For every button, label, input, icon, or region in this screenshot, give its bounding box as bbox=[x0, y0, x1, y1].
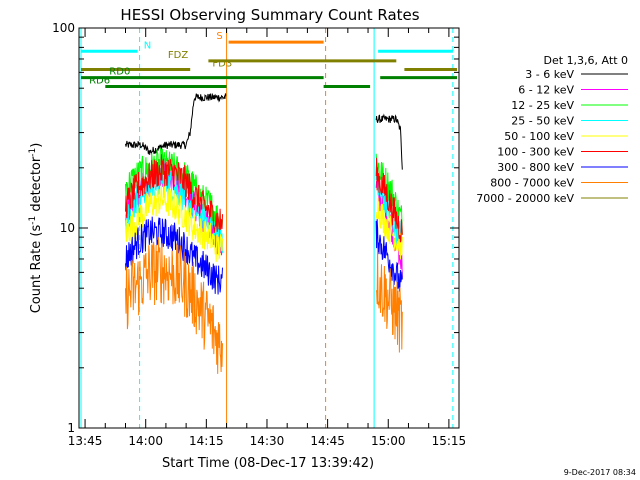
legend-label-3: 12 - 25 keV bbox=[511, 99, 574, 112]
flag-label-n: N bbox=[144, 40, 151, 51]
flag-label-rd0: RD0 bbox=[109, 67, 130, 78]
x-tick-label-5: 14:45 bbox=[310, 434, 345, 448]
series-line-6-part-2 bbox=[375, 157, 403, 243]
series-line-7-part-2 bbox=[375, 219, 403, 292]
y-axis-label-end: ) bbox=[29, 143, 44, 148]
y-axis-label-sup2: -1 bbox=[28, 148, 38, 157]
series-line-5-part-2 bbox=[375, 197, 403, 260]
axis-layer: 1 10 100 13:45 14:00 14:15 14:30 14:45 15:00 15:1… bbox=[52, 21, 466, 448]
legend-label-4: 25 - 50 keV bbox=[511, 115, 574, 128]
series-layer bbox=[125, 93, 403, 374]
flag-label-fd3: FD3 bbox=[212, 59, 232, 70]
legend: 3 - 6 keV 6 - 12 keV 12 - 25 keV 25 - 50 ke… bbox=[476, 68, 628, 205]
y-axis-label-mid: detector bbox=[29, 156, 44, 216]
legend-label-7: 300 - 800 keV bbox=[497, 161, 574, 174]
y-axis-label: Count Rate (s-1 detector-1) bbox=[28, 143, 44, 314]
series-line-3-part-2 bbox=[375, 153, 403, 235]
series-line-1-part-2 bbox=[375, 113, 403, 170]
series-line-8-part-2 bbox=[375, 248, 403, 353]
legend-label-6: 100 - 300 keV bbox=[497, 146, 574, 159]
series-line-6-part-1 bbox=[125, 154, 223, 233]
x-tick-label-2: 14:00 bbox=[128, 434, 163, 448]
y-tick-label-1: 1 bbox=[67, 421, 75, 435]
y-axis-label-main: Count Rate (s bbox=[29, 225, 44, 314]
x-tick-label-7: 15:15 bbox=[432, 434, 467, 448]
x-tick-label-1: 13:45 bbox=[68, 434, 103, 448]
legend-label-1: 3 - 6 keV bbox=[525, 68, 574, 81]
legend-label-9: 7000 - 20000 keV bbox=[476, 192, 574, 205]
timestamp: 9-Dec-2017 08:34 bbox=[564, 468, 636, 477]
y-tick-label-2: 10 bbox=[60, 221, 75, 235]
x-axis-label: Start Time (08-Dec-17 13:39:42) bbox=[162, 456, 374, 471]
legend-label-8: 800 - 7000 keV bbox=[490, 177, 574, 190]
x-tick-label-4: 14:30 bbox=[250, 434, 285, 448]
flag-label-s: S bbox=[216, 31, 222, 42]
x-tick-label-3: 14:15 bbox=[189, 434, 224, 448]
legend-label-2: 6 - 12 keV bbox=[518, 84, 574, 97]
series-line-5-part-1 bbox=[125, 184, 223, 262]
series-line-1-part-1 bbox=[125, 93, 227, 156]
flag-label-fdz: FDZ bbox=[168, 50, 188, 61]
y-tick-label-3: 100 bbox=[52, 21, 75, 35]
y-axis-label-sup1: -1 bbox=[28, 216, 38, 225]
chart-title: HESSI Observing Summary Count Rates bbox=[120, 6, 419, 24]
legend-header: Det 1,3,6, Att 0 bbox=[544, 54, 628, 67]
series-line-8-part-1 bbox=[125, 237, 223, 374]
flag-label-rd6: RD6 bbox=[89, 76, 110, 87]
series-line-7-part-1 bbox=[125, 216, 223, 295]
x-tick-label-6: 15:00 bbox=[371, 434, 406, 448]
legend-label-5: 50 - 100 keV bbox=[504, 130, 574, 143]
